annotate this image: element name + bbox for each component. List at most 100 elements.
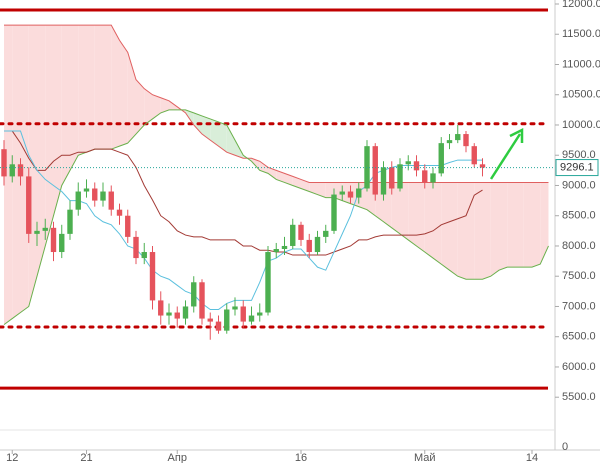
cloud bbox=[441, 182, 450, 271]
candle-body bbox=[224, 309, 230, 331]
candle-body bbox=[455, 134, 461, 141]
y-tick-label: 5500.0 bbox=[562, 391, 596, 403]
plot bbox=[0, 8, 555, 390]
candle-body bbox=[158, 300, 164, 316]
candle-body bbox=[17, 164, 24, 177]
cloud bbox=[466, 182, 475, 280]
y-tick-label: 7500.0 bbox=[562, 270, 596, 282]
candle-body bbox=[479, 164, 486, 168]
candle-body bbox=[248, 315, 255, 322]
cloud bbox=[169, 100, 178, 110]
candle-body bbox=[133, 236, 139, 259]
cloud bbox=[12, 25, 21, 319]
cloud bbox=[86, 25, 95, 153]
cloud bbox=[276, 170, 285, 183]
y-tick-label: 6000.0 bbox=[562, 361, 596, 373]
cloud bbox=[408, 182, 417, 246]
candle-body bbox=[125, 215, 131, 237]
candle-body bbox=[174, 312, 180, 319]
cloud bbox=[317, 182, 326, 198]
cloud bbox=[457, 182, 466, 280]
cloud bbox=[210, 118, 219, 147]
cloud bbox=[103, 25, 112, 150]
cloud bbox=[144, 88, 153, 125]
arrow-head bbox=[509, 127, 524, 143]
x-tick-label: Апр bbox=[168, 452, 187, 463]
candle-body bbox=[380, 167, 387, 195]
candle-body bbox=[191, 282, 197, 307]
candle-body bbox=[347, 191, 354, 198]
cloud bbox=[268, 167, 277, 180]
y-tick-label: 9500.0 bbox=[562, 149, 596, 161]
y-tick-label: 10500.0 bbox=[562, 89, 600, 101]
cloud bbox=[474, 182, 483, 280]
candle-body bbox=[232, 306, 238, 310]
candle-body bbox=[92, 188, 98, 201]
cloud bbox=[482, 182, 491, 280]
y-tick-label: 12000.0 bbox=[562, 0, 600, 10]
y-tick-label: 11500.0 bbox=[562, 28, 600, 40]
cloud bbox=[111, 25, 120, 150]
candle-body bbox=[413, 161, 420, 171]
cloud bbox=[20, 25, 29, 313]
cloud bbox=[292, 176, 301, 189]
candle-body bbox=[389, 167, 395, 189]
arrow-shaft bbox=[489, 133, 522, 180]
candle-body bbox=[314, 236, 321, 253]
candle-body bbox=[59, 233, 65, 253]
y-tick-label: 8500.0 bbox=[562, 210, 596, 222]
cloud bbox=[202, 115, 211, 141]
cloud bbox=[515, 182, 524, 268]
cloud bbox=[119, 40, 128, 147]
cloud bbox=[499, 182, 508, 271]
cloud bbox=[160, 97, 169, 113]
cloud bbox=[28, 25, 37, 307]
candle-body bbox=[430, 173, 436, 183]
cloud bbox=[301, 179, 310, 192]
candle-body bbox=[141, 252, 147, 259]
candle-body bbox=[149, 252, 156, 301]
candle-body bbox=[372, 146, 378, 195]
candle-body bbox=[405, 161, 411, 165]
candle-body bbox=[199, 282, 205, 319]
cloud bbox=[94, 25, 103, 150]
x-tick-label: 14 bbox=[526, 452, 538, 463]
candle-body bbox=[422, 170, 428, 183]
cloud bbox=[309, 182, 318, 195]
candle-body bbox=[273, 248, 279, 253]
candle-body bbox=[42, 227, 48, 231]
candle-body bbox=[306, 239, 312, 253]
candle-body bbox=[166, 312, 172, 316]
candle-body bbox=[471, 146, 477, 165]
cloud bbox=[490, 182, 499, 277]
cloud bbox=[284, 173, 293, 186]
x-tick-label: Май bbox=[414, 452, 436, 463]
candle-body bbox=[463, 134, 469, 147]
cloud bbox=[350, 182, 359, 207]
candle-body bbox=[100, 191, 106, 201]
y-tick-label: 11000.0 bbox=[562, 58, 600, 70]
cloud bbox=[37, 25, 46, 277]
candle-body bbox=[26, 176, 32, 234]
cloud bbox=[218, 121, 227, 153]
cloud bbox=[532, 182, 541, 268]
candle-body bbox=[331, 194, 337, 231]
candle-body bbox=[339, 191, 345, 195]
cloud bbox=[325, 182, 334, 198]
candle-body bbox=[207, 318, 213, 322]
x-tick-label: 21 bbox=[80, 452, 92, 463]
cloud bbox=[127, 52, 136, 144]
cloud bbox=[251, 158, 260, 171]
cloud bbox=[416, 182, 425, 253]
y-tick-label: 7000.0 bbox=[562, 300, 596, 312]
cloud bbox=[449, 182, 458, 277]
cloud bbox=[152, 94, 161, 119]
candle-body bbox=[397, 164, 403, 189]
cloud bbox=[540, 182, 549, 265]
senkou-b-line bbox=[4, 24, 549, 183]
cloud bbox=[424, 182, 433, 259]
cloud bbox=[45, 25, 54, 246]
last-price-box bbox=[555, 159, 599, 177]
y-tick-label: 10000.0 bbox=[562, 119, 600, 131]
